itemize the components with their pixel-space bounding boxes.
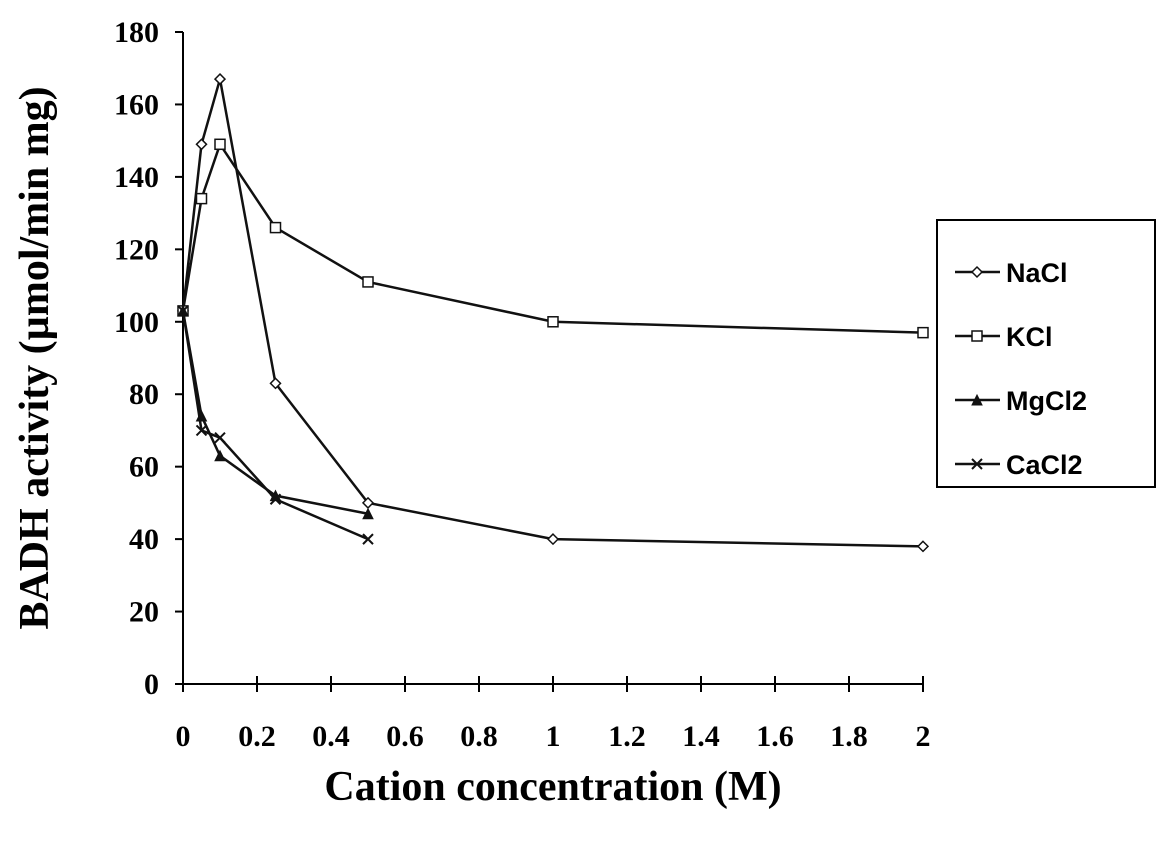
legend-label: MgCl2 [1006, 386, 1087, 416]
marker [214, 138, 226, 151]
marker [971, 458, 983, 470]
marker [916, 540, 930, 553]
y-tick-label: 180 [114, 16, 159, 49]
y-tick-label: 140 [114, 161, 159, 194]
marker [971, 393, 983, 406]
x-tick-label: 0.2 [238, 720, 276, 753]
marker [195, 138, 208, 151]
y-tick-label: 100 [114, 306, 159, 339]
marker [195, 424, 208, 437]
series-line [181, 310, 369, 541]
marker [269, 377, 282, 390]
y-tick-label: 120 [114, 233, 159, 266]
y-axis-title: BADH activity (µmol/min mg) [12, 86, 58, 629]
x-tick-label: 0.8 [460, 720, 498, 753]
x-tick-label: 1.2 [608, 720, 646, 753]
x-tick-label: 2 [916, 720, 931, 753]
series-line [181, 141, 924, 334]
marker [214, 431, 226, 444]
y-tick-label: 40 [129, 523, 159, 556]
y-tick-label: 60 [129, 451, 159, 484]
marker [177, 305, 189, 317]
marker [362, 276, 374, 288]
x-tick-label: 1.6 [756, 720, 794, 753]
x-tick-label: 1.8 [830, 720, 868, 753]
series-line [181, 310, 369, 515]
x-tick-label: 0 [176, 720, 191, 753]
series-line [181, 78, 924, 548]
y-tick-label: 80 [129, 378, 159, 411]
marker [546, 533, 560, 546]
marker [214, 449, 226, 462]
legend-label: CaCl2 [1006, 450, 1083, 480]
marker [547, 316, 559, 328]
x-tick-label: 1.4 [682, 720, 720, 753]
x-axis-title: Cation concentration (M) [324, 764, 781, 810]
marker [195, 192, 208, 205]
y-tick-label: 0 [144, 668, 159, 701]
marker [269, 493, 282, 505]
legend-label: KCl [1006, 322, 1053, 352]
x-tick-label: 0.4 [312, 720, 350, 753]
marker [970, 265, 984, 279]
legend-box [936, 219, 1156, 488]
marker [971, 330, 983, 342]
marker [269, 221, 282, 234]
legend-label: NaCl [1006, 258, 1068, 288]
marker [362, 507, 374, 520]
marker [917, 326, 929, 339]
marker [362, 533, 374, 545]
y-tick-label: 20 [129, 596, 159, 629]
x-tick-label: 0.6 [386, 720, 424, 753]
marker [213, 73, 227, 86]
y-tick-label: 160 [114, 88, 159, 121]
x-tick-label: 1 [546, 720, 561, 753]
